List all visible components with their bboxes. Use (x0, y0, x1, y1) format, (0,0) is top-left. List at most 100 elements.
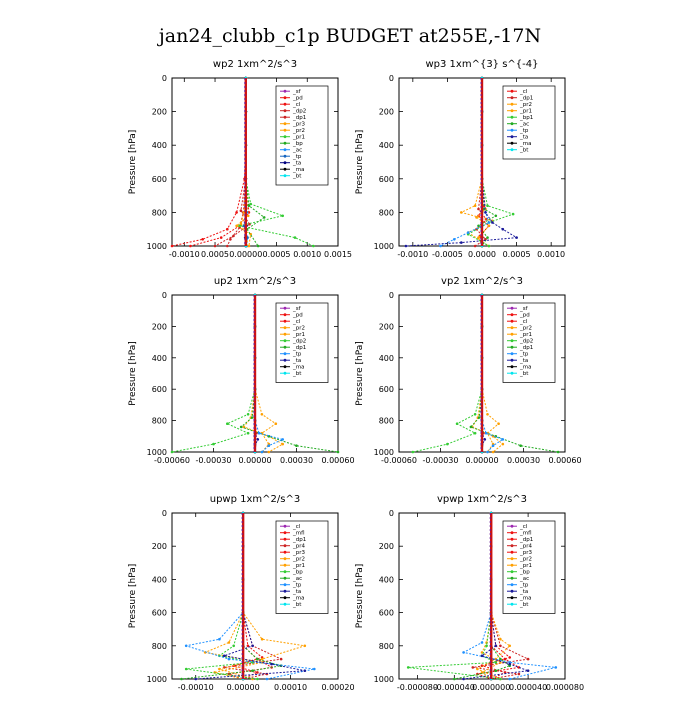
legend-marker-vp2 (510, 352, 514, 356)
legend-marker-wp3 (510, 102, 514, 106)
y-tick-label-wp2: 1000 (147, 242, 167, 251)
y-tick-label-wp3: 0 (389, 74, 394, 83)
data-point-upwp-pr1 (227, 641, 231, 644)
legend-marker-up2 (283, 365, 287, 369)
legend-marker-wp3 (510, 135, 514, 139)
data-point-vp2-tp (491, 444, 495, 448)
series-line-up2-tp (254, 295, 285, 453)
series-line-vp2-tp (481, 295, 504, 453)
series-line-wp3-ta (405, 78, 519, 247)
data-point-wp2-bp (262, 216, 266, 219)
legend-entry-wp2: _bt (292, 174, 302, 180)
legend-marker-wp3 (510, 122, 514, 126)
legend-marker-upwp (283, 524, 287, 528)
x-tick-label-wp3: 0.0000 (468, 250, 496, 259)
data-point-vpwp-pr4 (517, 672, 521, 676)
series-line-upwp-dp1 (231, 513, 264, 680)
data-point-vpwp-pr1 (480, 651, 484, 654)
y-tick-label-upwp: 200 (152, 542, 167, 551)
y-tick-label-wp2: 800 (152, 208, 167, 217)
series-line-upwp-tp (186, 513, 315, 680)
legend-marker-wp2 (283, 96, 287, 100)
data-point-vp2-pr1 (501, 442, 505, 446)
data-point-wp2-cl (189, 244, 192, 248)
x-tick-label-wp2: 0.0005 (263, 250, 291, 259)
data-point-vp2-pr1 (491, 435, 495, 438)
legend-marker-vp2 (510, 326, 514, 330)
legend-entry-wp2: _cl (292, 102, 301, 108)
data-point-vpwp-ac (453, 677, 456, 681)
data-point-wp2-dp2 (239, 209, 243, 212)
data-point-upwp-tp (265, 677, 269, 681)
x-tick-label-wp2: 0.0005 (201, 250, 229, 259)
legend-marker-vp2 (510, 319, 514, 323)
x-tick-label-vp2: 0.00030 (507, 456, 540, 465)
legend-entry-up2: _cl (292, 319, 301, 325)
panel-title-wp2: wp2 1xm^2/s^3 (213, 59, 297, 70)
data-point-wp3-bp1 (486, 204, 489, 207)
legend-marker-wp2 (283, 109, 287, 113)
series-line-upwp-bp (186, 513, 258, 680)
legend-entry-upwp: _tp (292, 583, 302, 589)
legend-entry-wp2: _ta (292, 161, 301, 167)
data-point-vp2-dp2 (411, 450, 415, 454)
data-point-upwp-dp1 (246, 644, 250, 648)
data-point-vpwp-bp (485, 644, 488, 648)
legend-marker-upwp (283, 531, 287, 535)
legend-entry-wp2: _ma (292, 167, 304, 173)
legend-entry-upwp: _dp1 (292, 537, 306, 543)
legend-entry-wp2: _dp2 (292, 109, 306, 115)
series-group-wp3 (404, 76, 519, 248)
legend-entry-up2: _ma (292, 365, 304, 371)
y-tick-label-vpwp: 0 (389, 509, 394, 518)
y-tick-label-up2: 1000 (147, 448, 167, 457)
legend-up2: _sf_pd_cl_pr2_pr1_dp2_dp1_tp_ta_ma_bt (275, 302, 329, 383)
data-point-vp2-dp1 (556, 450, 560, 454)
legend-marker-wp3 (510, 109, 514, 113)
legend-marker-wp2 (283, 128, 287, 132)
y-axis-label-up2: Pressure [hPa] (128, 341, 138, 406)
panel-title-upwp: upwp 1xm^2/s^3 (210, 494, 300, 505)
data-point-vpwp-ta (508, 662, 512, 666)
legend-marker-wp2 (283, 122, 287, 126)
legend-upwp: _cl_mfl_dp1_pr4_pr3_pr2_pr1_bp_ac_tp_ta_… (275, 520, 329, 614)
legend-entry-vpwp: _ta (519, 589, 528, 595)
data-point-upwp-tp (218, 637, 221, 641)
legend-vp2: _sf_pd_cl_pr2_pr1_dp2_dp1_tp_ta_ma_bt (502, 302, 556, 383)
data-point-vp2-dp1 (477, 416, 481, 419)
legend-marker-wp2 (283, 102, 287, 106)
legend-marker-vpwp (510, 544, 514, 548)
data-point-upwp-ta (194, 677, 197, 681)
data-point-wp3-ta (404, 244, 408, 248)
data-point-vpwp-bp (494, 661, 498, 664)
panel-upwp: upwp 1xm^2/s^3 Pressure [hPa] 0 200 400 600 80… (128, 494, 355, 692)
series-line-up2-dp2 (171, 295, 256, 453)
data-point-wp3-tp (453, 238, 456, 241)
x-tick-label-wp2: -0.0010 (169, 250, 200, 259)
legend-entry-vp2: _ta (519, 358, 528, 364)
legend-entry-vpwp: _bp (519, 570, 530, 576)
legend-marker-up2 (283, 332, 287, 336)
legend-box-up2 (275, 302, 329, 383)
plot-frame-vpwp (398, 512, 566, 680)
legend-marker-vp2 (510, 345, 514, 349)
data-point-wp2-dp2 (213, 244, 217, 248)
legend-entry-upwp: _pr3 (292, 550, 306, 556)
data-point-wp3-pr1 (475, 216, 478, 219)
y-tick-label-up2: 800 (152, 417, 167, 426)
data-point-vpwp-pr2 (476, 667, 479, 671)
data-point-upwp-bp (256, 677, 259, 681)
legend-entry-wp2: _pr3 (292, 122, 306, 128)
legend-marker-up2 (283, 313, 287, 317)
series-group-up2 (170, 293, 340, 454)
x-tick-label-vp2: 0.00060 (548, 456, 581, 465)
data-point-vp2-ta (483, 438, 487, 441)
legend-entry-up2: _tp (292, 352, 302, 358)
legend-entry-upwp: _ta (292, 589, 301, 595)
y-tick-label-vp2: 200 (379, 322, 394, 331)
x-tick-label-up2: -0.00060 (154, 456, 190, 465)
data-point-upwp-pr2 (218, 667, 221, 671)
legend-marker-vpwp (510, 524, 514, 528)
data-point-wp2-pd (226, 227, 229, 231)
data-point-wp2-pr3 (246, 214, 250, 218)
